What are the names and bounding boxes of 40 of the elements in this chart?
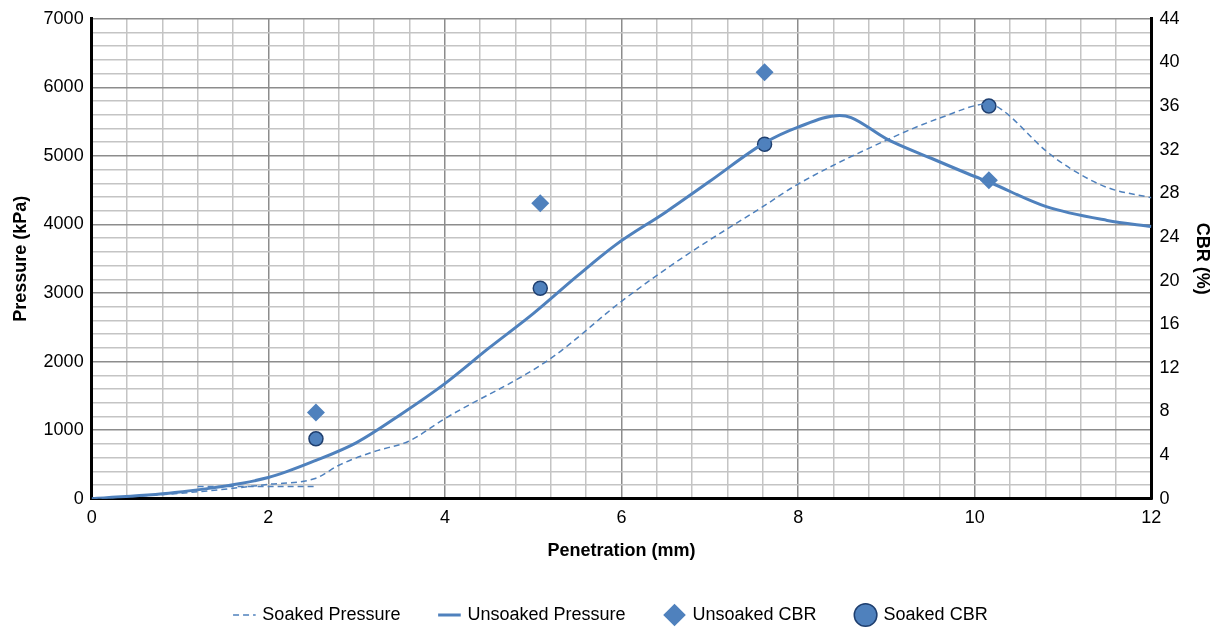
y-tick-label: 2000 xyxy=(43,350,84,371)
legend-label: Unsoaked Pressure xyxy=(467,603,626,624)
y-tick-label: 1000 xyxy=(43,419,84,440)
x-axis-title: Penetration (mm) xyxy=(547,540,696,561)
x-tick-label: 10 xyxy=(964,506,985,527)
y2-tick-label: 44 xyxy=(1159,7,1180,28)
y2-tick-label: 24 xyxy=(1159,225,1180,246)
y-tick-label: 3000 xyxy=(43,282,84,303)
y-tick-label: 4000 xyxy=(43,213,84,234)
x-tick-label: 8 xyxy=(793,506,804,527)
x-tick-label: 6 xyxy=(616,506,627,527)
y2-tick-label: 28 xyxy=(1159,182,1180,203)
y-axis-title: Pressure (kPa) xyxy=(9,195,30,322)
y2-tick-label: 16 xyxy=(1159,313,1180,334)
point xyxy=(306,403,325,422)
point xyxy=(532,280,549,297)
y-tick-label: 6000 xyxy=(43,76,84,97)
point xyxy=(981,98,997,114)
point xyxy=(308,431,324,447)
y2-tick-label: 32 xyxy=(1159,138,1180,159)
y2-tick-label: 36 xyxy=(1159,95,1180,116)
y2-tick-label: 8 xyxy=(1159,400,1170,421)
y2-tick-label: 20 xyxy=(1159,269,1180,290)
y2-tick-label: 12 xyxy=(1159,356,1180,377)
y-tick-label: 5000 xyxy=(43,144,84,165)
x-tick-label: 12 xyxy=(1141,506,1162,527)
legend-label: Unsoaked CBR xyxy=(692,603,817,624)
y2-axis-title: CBR (%) xyxy=(1193,222,1214,295)
x-tick-label: 4 xyxy=(439,506,450,527)
y-tick-label: 0 xyxy=(73,487,84,508)
point xyxy=(755,63,774,82)
legend-label: Soaked CBR xyxy=(883,603,988,624)
y2-tick-label: 40 xyxy=(1159,51,1180,72)
legend-label: Soaked Pressure xyxy=(262,603,401,624)
y2-tick-label: 0 xyxy=(1159,487,1170,508)
point xyxy=(531,194,550,213)
y2-tick-label: 4 xyxy=(1159,444,1170,465)
y-tick-label: 7000 xyxy=(43,7,84,28)
x-tick-label: 2 xyxy=(263,506,274,527)
x-tick-label: 0 xyxy=(86,506,97,527)
